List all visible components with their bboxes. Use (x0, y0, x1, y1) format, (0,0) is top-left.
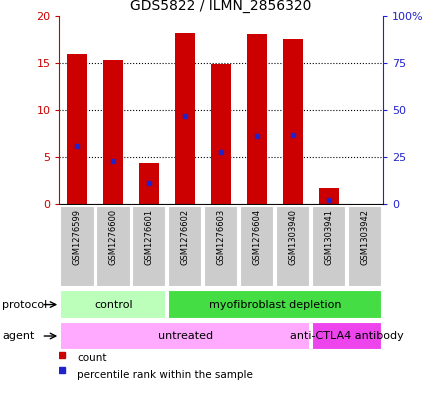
Bar (67, 54, 87, 204)
FancyBboxPatch shape (60, 206, 95, 287)
Text: GSM1303941: GSM1303941 (324, 209, 334, 264)
Bar (175, 33, 195, 204)
Bar (211, 64, 231, 204)
FancyBboxPatch shape (60, 321, 310, 351)
Text: GSM1303942: GSM1303942 (360, 209, 369, 264)
FancyBboxPatch shape (312, 206, 346, 287)
FancyBboxPatch shape (132, 206, 166, 287)
Bar (283, 39, 303, 204)
Text: anti-CTLA4 antibody: anti-CTLA4 antibody (290, 331, 404, 341)
Text: untreated: untreated (158, 331, 213, 341)
FancyBboxPatch shape (96, 206, 131, 287)
Text: GSM1276602: GSM1276602 (181, 209, 190, 265)
FancyBboxPatch shape (312, 321, 382, 351)
FancyBboxPatch shape (60, 290, 166, 319)
Text: control: control (94, 299, 132, 310)
Title: GDS5822 / ILMN_2856320: GDS5822 / ILMN_2856320 (130, 0, 312, 13)
Bar (103, 60, 123, 204)
Text: GSM1276604: GSM1276604 (253, 209, 261, 265)
Text: GSM1303940: GSM1303940 (289, 209, 297, 264)
FancyBboxPatch shape (348, 206, 382, 287)
Bar (139, 163, 159, 204)
FancyBboxPatch shape (276, 206, 310, 287)
Text: percentile rank within the sample: percentile rank within the sample (77, 370, 253, 380)
FancyBboxPatch shape (204, 206, 238, 287)
Text: agent: agent (2, 331, 35, 341)
Text: GSM1276603: GSM1276603 (216, 209, 226, 265)
Bar (319, 188, 339, 204)
Text: GSM1276599: GSM1276599 (73, 209, 82, 264)
FancyBboxPatch shape (168, 290, 382, 319)
Text: GSM1276601: GSM1276601 (145, 209, 154, 265)
Text: count: count (77, 353, 106, 363)
Bar (247, 34, 267, 204)
FancyBboxPatch shape (168, 206, 202, 287)
Text: GSM1276600: GSM1276600 (109, 209, 118, 265)
FancyBboxPatch shape (240, 206, 274, 287)
Text: protocol: protocol (2, 299, 48, 310)
Text: myofibroblast depletion: myofibroblast depletion (209, 299, 341, 310)
